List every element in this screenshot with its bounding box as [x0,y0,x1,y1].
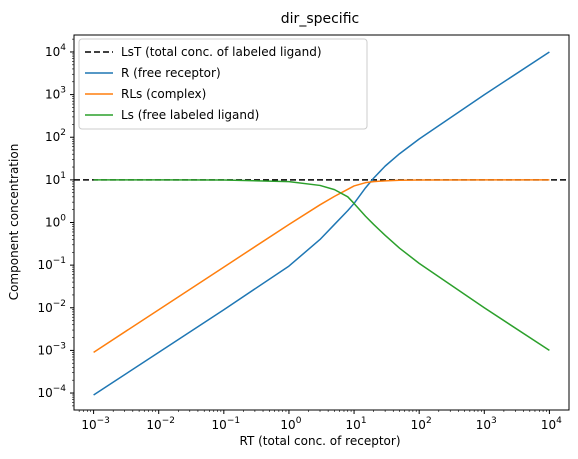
legend-label: R (free receptor) [121,66,221,80]
legend-label: RLs (complex) [121,87,206,101]
y-tick-label: 102 [45,128,66,144]
chart-title: dir_specific [281,11,359,27]
x-tick-label: 103 [476,416,497,432]
y-tick-label: 100 [45,214,66,230]
y-axis: 10−4 10−3 10−2 10−1 100 101 102 103 104 [37,38,74,407]
x-axis-label: RT (total conc. of receptor) [239,434,400,448]
legend: LsT (total conc. of labeled ligand) R (fr… [78,38,368,130]
y-tick-label: 103 [45,86,66,102]
x-axis: 10−3 10−2 10−1 100 101 102 103 104 [78,410,562,432]
y-tick-label: 101 [45,171,66,187]
y-tick-label: 10−4 [37,384,66,400]
y-tick-label: 10−2 [37,299,66,315]
series-line-2 [93,179,550,352]
y-tick-label: 10−1 [37,256,66,272]
x-tick-label: 10−2 [146,416,175,432]
legend-label: LsT (total conc. of labeled ligand) [121,45,322,59]
y-tick-label: 104 [45,43,66,59]
x-tick-label: 100 [280,416,301,432]
series-line-1 [93,179,550,353]
x-tick-label: 102 [411,416,432,432]
series-layer [74,51,569,396]
y-tick-label: 10−3 [37,341,66,357]
x-tick-label: 10−1 [212,416,241,432]
x-tick-label: 101 [346,416,367,432]
legend-box [78,38,368,130]
x-tick-label: 10−3 [81,416,110,432]
x-tick-label: 104 [541,416,562,432]
legend-label: Ls (free labeled ligand) [121,108,259,122]
y-axis-label: Component concentration [7,144,21,301]
